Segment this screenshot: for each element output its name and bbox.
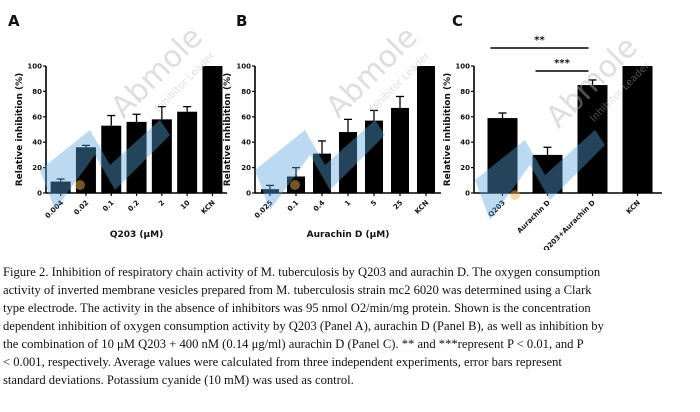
bar: [577, 85, 608, 193]
caption-line: type electrode. The activity in the abse…: [3, 301, 591, 315]
x-tick-label: KCN: [200, 199, 217, 216]
y-tick-label: 100: [455, 63, 470, 71]
bar: [417, 66, 435, 193]
y-tick-label: 100: [27, 63, 42, 71]
x-tick-label: KCN: [413, 199, 430, 216]
bar: [287, 176, 305, 193]
watermark-shape-icon: [475, 130, 605, 220]
y-tick-label: 60: [241, 113, 251, 121]
y-tick-label: 100: [236, 63, 251, 71]
x-tick-label: 25: [392, 199, 405, 212]
caption-line: Figure 2. Inhibition of respiratory chai…: [3, 265, 601, 279]
y-tick-label: 80: [460, 88, 470, 96]
y-tick-label: 0: [37, 190, 42, 198]
bar: [261, 189, 279, 193]
bar: [101, 125, 122, 193]
panel-letter-b: B: [236, 12, 247, 30]
watermark-shape-icon: [255, 120, 385, 210]
x-tick-label: KCN: [625, 199, 642, 216]
x-tick-label: 10: [179, 199, 192, 212]
x-tick-label: 2: [157, 199, 166, 208]
bar: [177, 111, 198, 193]
y-tick-label: 40: [32, 139, 42, 147]
x-tick-label: 0.1: [286, 199, 301, 214]
bar: [339, 132, 357, 193]
x-tick-label: 1: [343, 199, 352, 208]
y-tick-label: 20: [460, 164, 470, 172]
x-tick-label: 5: [369, 199, 378, 208]
y-tick-label: 20: [32, 164, 42, 172]
significance-label: ***: [554, 58, 570, 69]
y-tick-label: 20: [241, 164, 251, 172]
bar: [126, 121, 147, 193]
x-tick-label: 0.4: [312, 199, 327, 214]
caption-line: dependent inhibition of oxygen consumpti…: [3, 319, 604, 333]
y-tick-label: 0: [465, 190, 470, 198]
bar: [50, 181, 71, 193]
caption-line: the combination of 10 μM Q203 + 400 nM (…: [3, 337, 584, 351]
watermark-shape-icon: [40, 120, 170, 210]
bar: [532, 154, 563, 193]
bar: [622, 66, 653, 193]
y-tick-label: 60: [460, 113, 470, 121]
caption-line: standard deviations. Potassium cyanide (…: [3, 373, 354, 387]
x-axis-title: Aurachin D (μM): [307, 230, 390, 240]
y-tick-label: 0: [246, 190, 251, 198]
panel-letter-c: C: [452, 12, 463, 30]
figure-caption: Figure 2. Inhibition of respiratory chai…: [3, 263, 697, 389]
caption-line: < 0.001, respectively. Average values we…: [3, 355, 562, 369]
significance-label: **: [534, 35, 545, 46]
y-axis-title: Relative inhibition (%): [15, 73, 25, 187]
x-tick-label: Aurachin D: [516, 199, 552, 235]
watermark-dot-icon: [510, 190, 520, 200]
bar: [202, 66, 223, 193]
y-tick-label: 60: [32, 113, 42, 121]
bar: [151, 119, 172, 193]
panel-letter-a: A: [8, 12, 20, 30]
x-tick-label: 0.02: [72, 199, 90, 217]
bar: [313, 153, 331, 193]
watermark-dot-icon: [75, 180, 85, 190]
y-axis-title: Relative inhibition (%): [443, 73, 453, 187]
x-tick-label: 0.1: [101, 199, 116, 214]
y-axis-title: Relative inhibition (%): [223, 73, 233, 187]
x-axis-title: Q203 (μM): [110, 230, 163, 240]
caption-line: activity of inverted membrane vesicles p…: [3, 283, 592, 297]
x-tick-label: 0.2: [127, 199, 142, 214]
bar: [391, 107, 409, 193]
y-tick-label: 80: [32, 88, 42, 96]
bar: [487, 118, 518, 193]
y-tick-label: 80: [241, 88, 251, 96]
y-tick-label: 40: [241, 139, 251, 147]
watermark-dot-icon: [290, 180, 300, 190]
x-tick-label: Q203+Aurachin D: [542, 199, 597, 250]
y-tick-label: 40: [460, 139, 470, 147]
bar: [365, 120, 383, 193]
bar: [75, 147, 96, 193]
